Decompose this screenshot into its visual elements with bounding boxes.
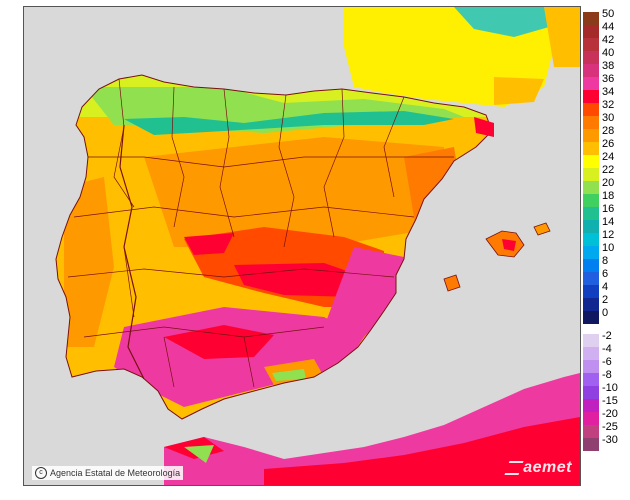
legend-label-neg1: -4 (602, 343, 612, 355)
legend-swatch-pos20 (583, 272, 599, 285)
france-region (344, 7, 580, 107)
legend-label-pos20: 6 (602, 268, 609, 280)
logo-mark-icon (504, 461, 524, 475)
legend-swatch-neg3 (583, 373, 599, 386)
legend-label-neg3: -8 (602, 369, 612, 381)
legend-swatch-pos15 (583, 207, 599, 220)
legend-swatch-pos1 (583, 25, 599, 38)
legend-label-neg5: -15 (602, 395, 618, 407)
legend-swatch-pos12 (583, 168, 599, 181)
legend-swatch-neg6 (583, 412, 599, 425)
legend-label-neg4: -10 (602, 382, 618, 394)
copyright-icon: c (35, 467, 47, 479)
legend-swatch-pos5 (583, 77, 599, 90)
legend-label-pos21: 4 (602, 281, 609, 293)
legend-swatch-neg8 (583, 438, 599, 451)
legend-label-pos14: 18 (602, 190, 615, 202)
legend-label-pos5: 36 (602, 73, 615, 85)
legend-label-neg8: -30 (602, 434, 618, 446)
province-borders (67, 78, 454, 388)
legend-swatch-pos19 (583, 259, 599, 272)
legend-swatch-pos7 (583, 103, 599, 116)
temperature-map: c Agencia Estatal de Meteorología aemet (23, 6, 581, 486)
legend-swatch-neg4 (583, 386, 599, 399)
legend-swatch-neg1 (583, 347, 599, 360)
legend-swatch-pos10 (583, 142, 599, 155)
legend-swatch-neg2 (583, 360, 599, 373)
legend-label-pos13: 20 (602, 177, 615, 189)
legend-label-pos15: 16 (602, 203, 615, 215)
aemet-credit: c Agencia Estatal de Meteorología (32, 466, 184, 480)
legend-swatch-pos2 (583, 38, 599, 51)
north-africa (164, 373, 580, 485)
legend-label-neg2: -6 (602, 356, 612, 368)
credit-text: Agencia Estatal de Meteorología (50, 468, 181, 478)
legend-label-pos4: 38 (602, 60, 615, 72)
legend-label-pos16: 14 (602, 216, 615, 228)
legend-swatch-pos4 (583, 64, 599, 77)
legend-label-pos2: 42 (602, 34, 615, 46)
legend-swatch-pos21 (583, 285, 599, 298)
portugal-border (119, 124, 145, 380)
legend-label-pos17: 12 (602, 229, 615, 241)
legend-swatch-pos8 (583, 116, 599, 129)
temperature-legend: 50 44 42 40 38 36 34 32 30 28 26 24 22 20 18 16 14 12 10 8 6… (583, 8, 627, 472)
legend-swatch-pos18 (583, 246, 599, 259)
legend-label-pos9: 28 (602, 125, 615, 137)
legend-swatch-pos0 (583, 12, 599, 25)
legend-swatch-pos11 (583, 155, 599, 168)
legend-swatch-pos6 (583, 90, 599, 103)
legend-swatch-neg7 (583, 425, 599, 438)
legend-label-neg0: -2 (602, 330, 612, 342)
legend-label-pos6: 34 (602, 86, 615, 98)
legend-label-pos3: 40 (602, 47, 615, 59)
legend-label-neg6: -20 (602, 408, 618, 420)
legend-label-pos8: 30 (602, 112, 615, 124)
legend-label-pos7: 32 (602, 99, 615, 111)
legend-swatch-neg5 (583, 399, 599, 412)
legend-swatch-pos3 (583, 51, 599, 64)
legend-label-pos1: 44 (602, 21, 615, 33)
legend-swatch-pos22 (583, 298, 599, 311)
map-canvas (24, 7, 580, 485)
legend-swatch-pos14 (583, 194, 599, 207)
catalonia-hotspot (474, 117, 494, 137)
legend-label-pos23: 0 (602, 307, 609, 319)
legend-label-neg7: -25 (602, 421, 618, 433)
logo-text: aemet (523, 459, 572, 476)
legend-label-pos0: 50 (602, 8, 615, 20)
legend-swatch-neg0 (583, 334, 599, 347)
legend-swatch-pos16 (583, 220, 599, 233)
legend-label-pos12: 22 (602, 164, 615, 176)
legend-swatch-pos13 (583, 181, 599, 194)
balearic-islands (443, 222, 551, 292)
legend-label-pos19: 8 (602, 255, 609, 267)
legend-label-pos18: 10 (602, 242, 615, 254)
aemet-logo: aemet (504, 459, 572, 477)
legend-swatch-pos17 (583, 233, 599, 246)
legend-swatch-pos23 (583, 311, 599, 324)
legend-label-pos11: 24 (602, 151, 615, 163)
legend-label-pos10: 26 (602, 138, 615, 150)
legend-swatch-pos9 (583, 129, 599, 142)
legend-label-pos22: 2 (602, 294, 609, 306)
iberian-peninsula (55, 74, 493, 420)
